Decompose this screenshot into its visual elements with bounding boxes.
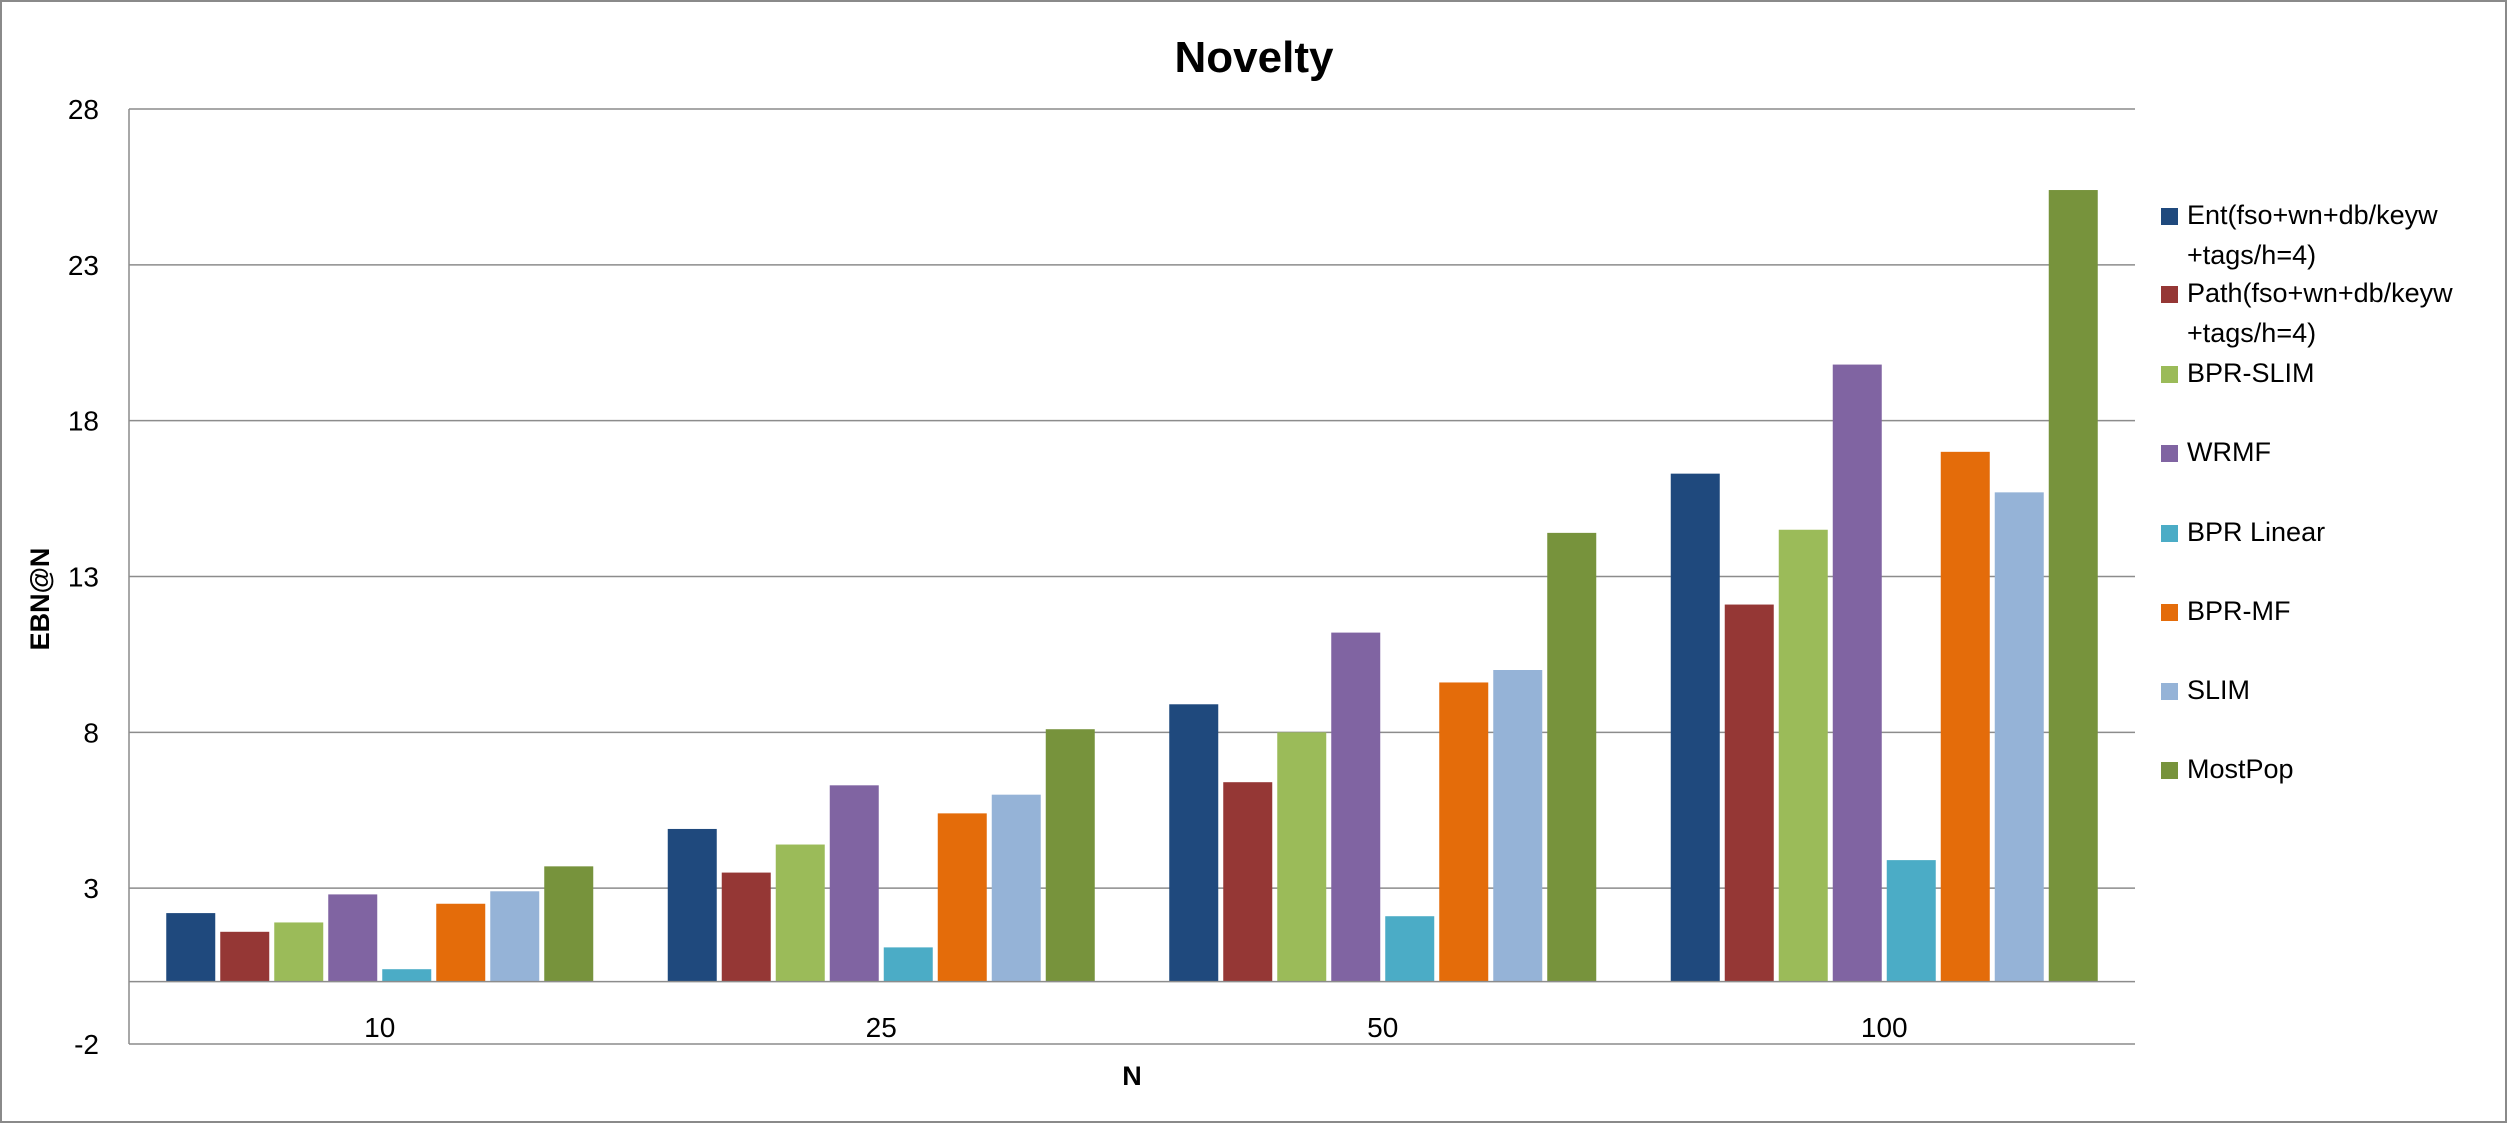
- legend-swatch: [2161, 208, 2178, 225]
- legend-swatch: [2161, 445, 2178, 462]
- bar-slim-n25: [991, 794, 1041, 982]
- y-tick-label: 13: [68, 562, 99, 593]
- bar-wrmf-n50: [1331, 632, 1381, 982]
- bar-path-fso-wn-db-keyw-tags-h-4-n50: [1223, 782, 1273, 982]
- bar-mostpop-n10: [544, 866, 594, 982]
- axes: [128, 109, 2135, 1045]
- legend-swatch: [2161, 286, 2178, 303]
- legend-swatch: [2161, 604, 2178, 621]
- chart-title: Novelty: [1175, 33, 1334, 82]
- legend: Ent(fso+wn+db/keyw+tags/h=4)Path(fso+wn+…: [2161, 200, 2453, 784]
- bar-bpr-linear-n50: [1385, 916, 1435, 982]
- legend-label: WRMF: [2187, 437, 2271, 467]
- x-tick-label: 10: [364, 1012, 395, 1043]
- legend-swatch: [2161, 762, 2178, 779]
- legend-swatch: [2161, 525, 2178, 542]
- bar-bpr-slim-n50: [1277, 732, 1327, 982]
- legend-item: MostPop: [2161, 754, 2294, 784]
- bar-mostpop-n50: [1547, 532, 1597, 982]
- bar-wrmf-n100: [1832, 364, 1882, 982]
- bar-path-fso-wn-db-keyw-tags-h-4-n10: [220, 931, 270, 982]
- bar-bpr-mf-n10: [436, 903, 486, 982]
- legend-label: SLIM: [2187, 675, 2250, 705]
- bar-bpr-mf-n100: [1940, 451, 1990, 982]
- bar-wrmf-n25: [829, 785, 879, 982]
- bars: [166, 190, 2098, 982]
- bar-bpr-slim-n25: [775, 844, 825, 982]
- legend-label: Ent(fso+wn+db/keyw: [2187, 200, 2438, 230]
- bar-bpr-linear-n10: [382, 969, 432, 982]
- bar-mostpop-n25: [1045, 729, 1095, 982]
- bar-bpr-mf-n25: [937, 813, 987, 982]
- legend-label: Path(fso+wn+db/keyw: [2187, 278, 2453, 308]
- bar-wrmf-n10: [328, 894, 378, 982]
- legend-swatch: [2161, 366, 2178, 383]
- y-tick-label: 28: [68, 94, 99, 125]
- legend-item: BPR-SLIM: [2161, 358, 2315, 388]
- bar-path-fso-wn-db-keyw-tags-h-4-n100: [1724, 604, 1774, 982]
- bar-bpr-slim-n100: [1778, 529, 1828, 982]
- x-axis-title: N: [1122, 1061, 1142, 1091]
- legend-label: +tags/h=4): [2187, 318, 2316, 348]
- y-tick-label: -2: [74, 1029, 99, 1060]
- legend-item: BPR-MF: [2161, 596, 2291, 626]
- bar-slim-n100: [1994, 492, 2044, 982]
- y-tick-label: 3: [83, 873, 99, 904]
- x-tick-label: 50: [1367, 1012, 1398, 1043]
- legend-item: Ent(fso+wn+db/keyw +tags/h=4): [2161, 200, 2438, 270]
- y-tick-label: 8: [83, 717, 99, 748]
- legend-item: Path(fso+wn+db/keyw +tags/h=4): [2161, 278, 2453, 348]
- legend-item: WRMF: [2161, 437, 2271, 467]
- y-tick-label: 18: [68, 406, 99, 437]
- bar-ent-fso-wn-db-keyw-tags-h-4-n25: [667, 828, 717, 982]
- legend-label: BPR-MF: [2187, 596, 2291, 626]
- bar-bpr-slim-n10: [274, 922, 324, 982]
- bar-ent-fso-wn-db-keyw-tags-h-4-n10: [166, 913, 216, 982]
- x-tick-labels: 10 25 50 100: [364, 1012, 1907, 1043]
- y-tick-labels: -2 3 8 13 18 23 28: [68, 94, 99, 1060]
- bar-bpr-linear-n25: [883, 947, 933, 982]
- bar-path-fso-wn-db-keyw-tags-h-4-n25: [721, 872, 771, 982]
- legend-item: SLIM: [2161, 675, 2250, 705]
- legend-label: +tags/h=4): [2187, 240, 2316, 270]
- bar-slim-n50: [1493, 670, 1543, 982]
- bar-slim-n10: [490, 891, 540, 982]
- bar-bpr-mf-n50: [1439, 682, 1489, 982]
- legend-label: MostPop: [2187, 754, 2294, 784]
- legend-label: BPR Linear: [2187, 517, 2325, 547]
- bar-ent-fso-wn-db-keyw-tags-h-4-n100: [1670, 473, 1720, 982]
- legend-item: BPR Linear: [2161, 517, 2325, 547]
- bar-ent-fso-wn-db-keyw-tags-h-4-n50: [1169, 704, 1219, 982]
- x-tick-label: 100: [1861, 1012, 1908, 1043]
- legend-swatch: [2161, 683, 2178, 700]
- y-tick-label: 23: [68, 250, 99, 281]
- x-tick-label: 25: [866, 1012, 897, 1043]
- y-axis-title: EBN@N: [25, 548, 55, 651]
- bar-mostpop-n100: [2048, 190, 2098, 982]
- legend-label: BPR-SLIM: [2187, 358, 2315, 388]
- bar-bpr-linear-n100: [1886, 860, 1936, 982]
